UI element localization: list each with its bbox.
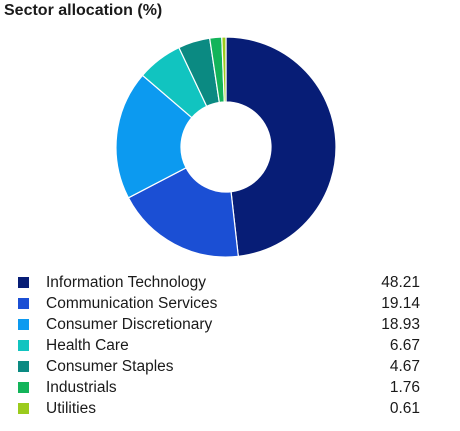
slice-utilities <box>221 36 227 103</box>
legend-swatch <box>18 298 29 309</box>
legend-value: 0.61 <box>389 399 420 417</box>
legend-label: Communication Services <box>46 294 218 312</box>
slice-information-technology <box>225 36 337 257</box>
legend-item-utilities: Utilities 0.61 <box>18 398 420 419</box>
legend-label: Industrials <box>46 378 117 396</box>
chart-title: Sector allocation (%) <box>4 2 163 19</box>
slice-communication-services <box>127 166 239 258</box>
legend-value: 48.21 <box>381 273 420 291</box>
legend-swatch <box>18 403 29 414</box>
legend-label: Consumer Discretionary <box>46 315 213 333</box>
donut-chart <box>115 36 337 258</box>
chart-legend: Information Technology 48.21 Communicati… <box>18 272 420 419</box>
legend-swatch <box>18 340 29 351</box>
legend-item-consumer-discretionary: Consumer Discretionary 18.93 <box>18 314 420 335</box>
legend-value: 1.76 <box>389 378 420 396</box>
legend-value: 19.14 <box>381 294 420 312</box>
legend-swatch <box>18 382 29 393</box>
legend-label: Consumer Staples <box>46 357 174 375</box>
legend-swatch <box>18 361 29 372</box>
legend-value: 4.67 <box>389 357 420 375</box>
legend-label: Health Care <box>46 336 129 354</box>
legend-label: Information Technology <box>46 273 206 291</box>
legend-value: 6.67 <box>389 336 420 354</box>
slice-consumer-discretionary <box>115 74 193 199</box>
legend-item-industrials: Industrials 1.76 <box>18 377 420 398</box>
legend-item-consumer-staples: Consumer Staples 4.67 <box>18 356 420 377</box>
legend-label: Utilities <box>46 399 96 417</box>
legend-swatch <box>18 319 29 330</box>
legend-item-health-care: Health Care 6.67 <box>18 335 420 356</box>
legend-swatch <box>18 277 29 288</box>
legend-value: 18.93 <box>381 315 420 333</box>
legend-item-information-technology: Information Technology 48.21 <box>18 272 420 293</box>
legend-item-communication-services: Communication Services 19.14 <box>18 293 420 314</box>
